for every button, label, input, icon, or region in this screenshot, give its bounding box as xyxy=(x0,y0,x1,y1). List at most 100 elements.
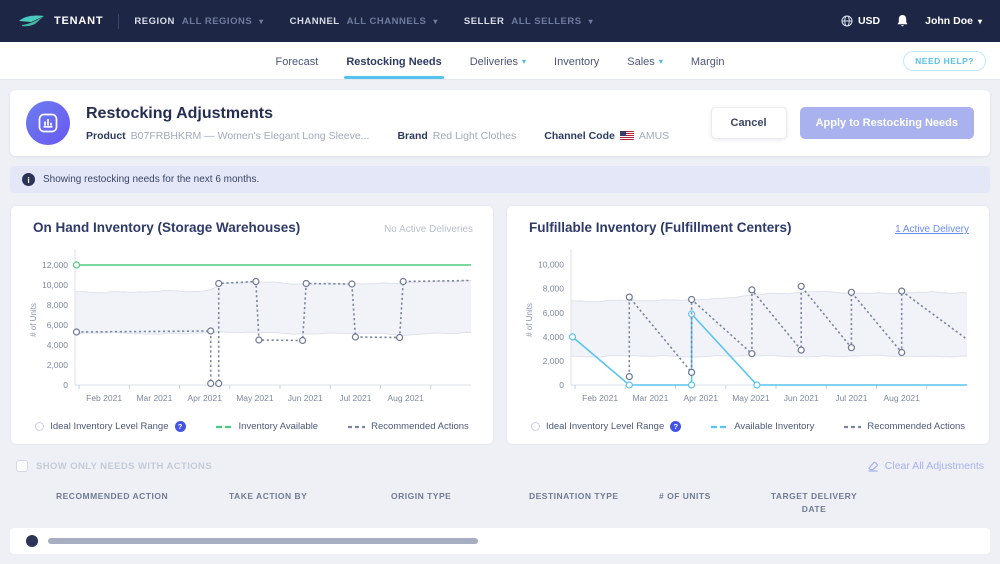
legend-inventory-available[interactable]: Inventory Available xyxy=(216,421,319,432)
charts-row: On Hand Inventory (Storage Warehouses) N… xyxy=(10,205,990,445)
tab-deliveries[interactable]: Deliveries▾ xyxy=(470,42,526,79)
legend-ideal-inventory-level-range[interactable]: Ideal Inventory Level Range? xyxy=(35,421,185,432)
tab-forecast[interactable]: Forecast xyxy=(276,42,319,79)
info-icon: i xyxy=(22,173,35,186)
topnav-filters: REGIONALL REGIONS▾CHANNELALL CHANNELS▾SE… xyxy=(134,16,619,27)
filter-label: SELLER xyxy=(464,16,504,27)
tabs: Forecast Restocking Needs Deliveries▾ Inven… xyxy=(276,42,725,79)
fulfillable-inventory-chart: 02,0004,0006,0008,00010,000# of UnitsFeb… xyxy=(517,243,979,413)
svg-text:2,000: 2,000 xyxy=(543,356,565,366)
legend-label: Available Inventory xyxy=(734,421,814,432)
svg-text:8,000: 8,000 xyxy=(47,300,69,310)
help-icon[interactable]: ? xyxy=(175,421,186,432)
column-target-delivery-date: TARGET DELIVERY DATE xyxy=(759,490,869,516)
needs-table-row[interactable] xyxy=(10,528,990,554)
chevron-down-icon: ▾ xyxy=(433,17,438,26)
show-only-needs-checkbox[interactable]: SHOW ONLY NEEDS WITH ACTIONS xyxy=(16,460,212,472)
channel-code-value: AMUS xyxy=(639,130,669,142)
tab-restocking-needs[interactable]: Restocking Needs xyxy=(346,42,441,79)
legend-available-inventory[interactable]: Available Inventory xyxy=(711,421,814,432)
need-help-button[interactable]: NEED HELP? xyxy=(903,51,986,71)
help-icon[interactable]: ? xyxy=(670,421,681,432)
filter-channel[interactable]: CHANNELALL CHANNELS▾ xyxy=(290,16,438,27)
header-buttons: Cancel Apply to Restocking Needs xyxy=(711,107,975,139)
show-only-label: SHOW ONLY NEEDS WITH ACTIONS xyxy=(36,461,212,472)
channel-meta: Channel Code AMUS xyxy=(544,130,669,142)
tab-margin[interactable]: Margin xyxy=(691,42,725,79)
chevron-down-icon: ▾ xyxy=(589,17,594,26)
filter-label: REGION xyxy=(134,16,174,27)
chevron-down-icon: ▾ xyxy=(259,17,264,26)
user-name: John Doe xyxy=(925,15,973,27)
tab-sales[interactable]: Sales▾ xyxy=(627,42,663,79)
eraser-icon xyxy=(867,460,879,472)
legend-ideal-inventory-level-range[interactable]: Ideal Inventory Level Range? xyxy=(531,421,681,432)
clear-all-adjustments-button[interactable]: Clear All Adjustments xyxy=(867,460,984,472)
column-destination-type: DESTINATION TYPE xyxy=(529,490,659,503)
svg-text:Mar 2021: Mar 2021 xyxy=(136,393,172,403)
svg-text:0: 0 xyxy=(63,380,68,390)
checkbox-icon[interactable] xyxy=(16,460,28,472)
solid-line-icon xyxy=(711,421,728,432)
fulfillable-inventory-card: Fulfillable Inventory (Fulfillment Cente… xyxy=(506,205,990,445)
brand-meta: Brand Red Light Clothes xyxy=(397,130,516,142)
band-marker-icon xyxy=(35,422,44,431)
nav-divider xyxy=(118,14,119,29)
globe-icon xyxy=(841,15,853,27)
filter-region[interactable]: REGION ALL REGIONS ▾ xyxy=(134,16,263,27)
svg-text:Jul 2021: Jul 2021 xyxy=(339,393,371,403)
chart-legend: Ideal Inventory Level Range? Available In… xyxy=(517,413,979,440)
svg-text:Jul 2021: Jul 2021 xyxy=(835,393,867,403)
svg-text:12,000: 12,000 xyxy=(42,260,68,270)
band-marker-icon xyxy=(531,422,540,431)
main-content: Restocking Adjustments Product B07FRBHKR… xyxy=(0,80,1000,564)
needs-toolbar: SHOW ONLY NEEDS WITH ACTIONS Clear All A… xyxy=(16,460,984,472)
svg-text:0: 0 xyxy=(559,380,564,390)
currency-selector[interactable]: USD xyxy=(841,15,880,27)
svg-text:# of Units: # of Units xyxy=(525,303,534,337)
filter-value: ALL SELLERS xyxy=(511,16,581,27)
dashed-line-icon xyxy=(844,421,861,432)
svg-text:Aug 2021: Aug 2021 xyxy=(387,393,424,403)
tab-inventory[interactable]: Inventory xyxy=(554,42,599,79)
legend-recommended-actions[interactable]: Recommended Actions xyxy=(844,421,965,432)
info-banner-text: Showing restocking needs for the next 6 … xyxy=(43,174,259,185)
top-navbar: TENANT REGIONALL REGIONS▾CHANNELALL CHAN… xyxy=(0,0,1000,42)
svg-text:# of Units: # of Units xyxy=(29,303,38,337)
user-menu[interactable]: John Doe ▾ xyxy=(925,15,982,27)
svg-text:Jun 2021: Jun 2021 xyxy=(288,393,323,403)
svg-text:Apr 2021: Apr 2021 xyxy=(187,393,222,403)
active-deliveries-label: No Active Deliveries xyxy=(384,224,473,235)
filter-seller[interactable]: SELLER ALL SELLERS ▾ xyxy=(464,16,593,27)
product-value: B07FRBHKRM — Women's Elegant Long Sleeve… xyxy=(131,130,370,142)
svg-text:4,000: 4,000 xyxy=(47,340,69,350)
brand-value: Red Light Clothes xyxy=(433,130,516,142)
svg-text:Jun 2021: Jun 2021 xyxy=(784,393,819,403)
column-recommended-action: RECOMMENDED ACTION xyxy=(56,490,229,503)
tenant-logo-icon xyxy=(18,13,45,30)
on-hand-inventory-chart: 02,0004,0006,0008,00010,00012,000# of Un… xyxy=(21,243,483,413)
brand: TENANT xyxy=(18,13,103,30)
svg-text:10,000: 10,000 xyxy=(42,280,68,290)
legend-label: Recommended Actions xyxy=(867,421,965,432)
svg-text:2,000: 2,000 xyxy=(47,360,69,370)
filter-value: ALL CHANNELS xyxy=(347,16,427,27)
legend-label: Ideal Inventory Level Range xyxy=(50,421,168,432)
notifications-button[interactable] xyxy=(896,14,909,28)
active-delivery-link[interactable]: 1 Active Delivery xyxy=(895,224,969,235)
cancel-button[interactable]: Cancel xyxy=(711,107,787,139)
apply-to-restocking-needs-button[interactable]: Apply to Restocking Needs xyxy=(800,107,974,139)
clear-all-label: Clear All Adjustments xyxy=(885,460,984,472)
svg-text:8,000: 8,000 xyxy=(543,284,565,294)
chart-head: On Hand Inventory (Storage Warehouses) N… xyxy=(21,220,483,243)
column-of-units: # OF UNITS xyxy=(659,490,759,503)
solid-line-icon xyxy=(216,421,233,432)
needs-table-header: RECOMMENDED ACTIONTAKE ACTION BYORIGIN T… xyxy=(10,476,990,528)
filter-value: ALL REGIONS xyxy=(182,16,252,27)
legend-recommended-actions[interactable]: Recommended Actions xyxy=(348,421,469,432)
svg-text:Feb 2021: Feb 2021 xyxy=(86,393,122,403)
legend-label: Ideal Inventory Level Range xyxy=(546,421,664,432)
svg-text:4,000: 4,000 xyxy=(543,332,565,342)
info-banner: i Showing restocking needs for the next … xyxy=(10,166,990,193)
chart-legend: Ideal Inventory Level Range? Inventory Av… xyxy=(21,413,483,440)
